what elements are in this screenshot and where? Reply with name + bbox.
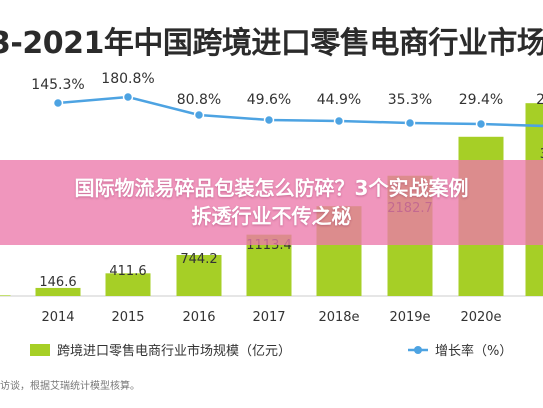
banner-title-line-2: 拆透行业不传之秘: [191, 204, 352, 228]
legend-line-label: 增长率（%）: [435, 343, 512, 359]
legend-bar-swatch: [30, 344, 50, 356]
growth-label-4: 44.9%: [317, 92, 361, 108]
legend-bar-label: 跨境进口零售电商行业市场规模（亿元）: [57, 343, 291, 359]
growth-point-2: [193, 109, 205, 121]
bar-label-2014: 146.6: [39, 275, 76, 290]
growth-point-3: [263, 114, 275, 126]
bar-2015: [105, 273, 151, 296]
title-banner: [0, 160, 543, 245]
growth-label-6: 29.4%: [459, 92, 503, 108]
bar-3: [0, 295, 11, 296]
growth-label-1: 180.8%: [101, 71, 154, 87]
bar-label-2: 35: [540, 147, 543, 162]
bar-label-2016: 744.2: [180, 252, 217, 267]
x-tick-2017: 2017: [252, 310, 285, 325]
x-tick-2020e: 2020e: [460, 310, 501, 325]
growth-point-5: [404, 117, 416, 129]
growth-label-7: 25: [536, 92, 543, 108]
x-tick-2015: 2015: [111, 310, 144, 325]
x-tick-2018e: 2018e: [318, 310, 359, 325]
bar-label-2015: 411.6: [109, 264, 146, 279]
banner-title[interactable]: 国际物流易碎品包装怎么防碎？3个实战案例 拆透行业不传之秘: [0, 174, 543, 230]
growth-label-5: 35.3%: [388, 92, 432, 108]
growth-point-1: [122, 91, 134, 103]
chart-title: 3-2021年中国跨境进口零售电商行业市场: [0, 26, 543, 61]
legend-line-marker: [414, 346, 422, 354]
growth-point-0: [52, 97, 64, 109]
bar-2014: [35, 287, 81, 296]
x-tick-2016: 2016: [182, 310, 215, 325]
growth-label-0: 145.3%: [31, 77, 84, 93]
growth-line: [57, 95, 543, 128]
growth-label-2: 80.8%: [177, 92, 221, 108]
growth-point-6: [475, 118, 487, 130]
banner-title-line-1: 国际物流易碎品包装怎么防碎？3个实战案例: [74, 176, 469, 200]
x-tick-2019e: 2019e: [389, 310, 430, 325]
bar-2016: [176, 255, 222, 296]
x-tick-2014: 2014: [41, 310, 74, 325]
growth-label-3: 49.6%: [247, 92, 291, 108]
source-note: 访谈，根据艾瑞统计模型核算。: [0, 381, 140, 392]
growth-point-4: [333, 115, 345, 127]
